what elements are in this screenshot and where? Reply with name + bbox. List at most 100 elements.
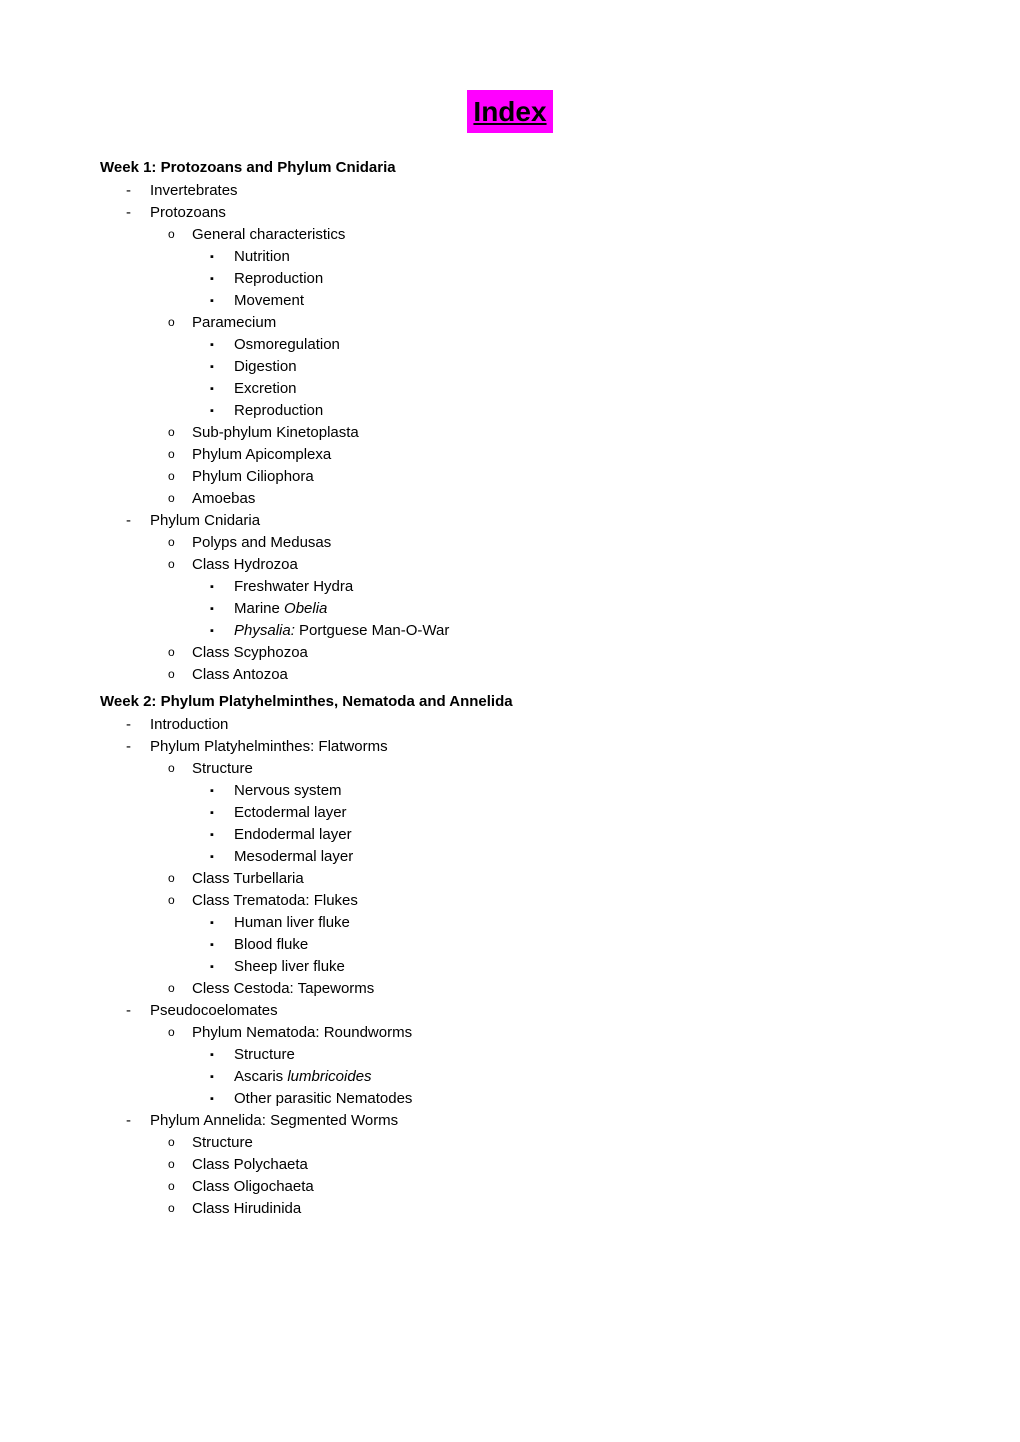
outline-list-level-3: Structure Ascaris lumbricoides Other paras…	[192, 1044, 920, 1109]
list-item: Movement	[234, 290, 920, 311]
list-item-text: Marine Obelia	[234, 600, 327, 617]
list-item: Phylum Cnidaria Polyps and Medusas Class H…	[150, 510, 920, 685]
outline-list-level-2: Structure Nervous system Ectodermal layer E…	[150, 758, 920, 999]
list-item: Class Turbellaria	[192, 868, 920, 889]
outline-list-level-3: Freshwater Hydra Marine Obelia Physalia: P…	[192, 576, 920, 641]
list-item: Sheep liver fluke	[234, 956, 920, 977]
list-item-text: Excretion	[234, 380, 297, 397]
list-item: Excretion	[234, 378, 920, 399]
list-item: Protozoans General characteristics Nutriti…	[150, 202, 920, 509]
list-item-text: Endodermal layer	[234, 826, 352, 843]
list-item-text: Class Turbellaria	[192, 870, 304, 887]
list-item-text: Mesodermal layer	[234, 848, 353, 865]
list-item: Mesodermal layer	[234, 846, 920, 867]
list-item: General characteristics Nutrition Reproduc…	[192, 224, 920, 311]
list-item-text: Protozoans	[150, 204, 226, 221]
list-item: Cless Cestoda: Tapeworms	[192, 978, 920, 999]
list-item-text: Class Hydrozoa	[192, 556, 298, 573]
list-item: Amoebas	[192, 488, 920, 509]
list-item-text: Phylum Apicomplexa	[192, 446, 331, 463]
list-item-text: Structure	[234, 1046, 295, 1063]
list-item-text: Invertebrates	[150, 182, 238, 199]
list-item-text: Sub-phylum Kinetoplasta	[192, 424, 359, 441]
list-item: Class Hydrozoa Freshwater Hydra Marine Obe…	[192, 554, 920, 641]
list-item: Reproduction	[234, 268, 920, 289]
week-heading: Week 2: Phylum Platyhelminthes, Nematoda…	[100, 691, 920, 712]
list-item-text: Pseudocoelomates	[150, 1002, 278, 1019]
outline-list-level-2: Phylum Nematoda: Roundworms Structure Asca…	[150, 1022, 920, 1109]
outline-list-level-1: Introduction Phylum Platyhelminthes: Flat…	[100, 714, 920, 1219]
week-heading: Week 1: Protozoans and Phylum Cnidaria	[100, 157, 920, 178]
list-item-text: Class Polychaeta	[192, 1156, 308, 1173]
list-item-text: Structure	[192, 1134, 253, 1151]
list-item-text: Class Scyphozoa	[192, 644, 308, 661]
list-item: Paramecium Osmoregulation Digestion Excreti…	[192, 312, 920, 421]
outline-list-level-3: Osmoregulation Digestion Excretion Reproduc…	[192, 334, 920, 421]
list-item: Nervous system	[234, 780, 920, 801]
list-item-text: Phylum Ciliophora	[192, 468, 314, 485]
list-item-text: Reproduction	[234, 270, 323, 287]
list-item-text: Class Antozoa	[192, 666, 288, 683]
list-item: Class Hirudinida	[192, 1198, 920, 1219]
list-item-text: Cless Cestoda: Tapeworms	[192, 980, 374, 997]
list-item-text: Reproduction	[234, 402, 323, 419]
list-item-text: General characteristics	[192, 226, 345, 243]
outline-list-level-2: Structure Class Polychaeta Class Oligochae…	[150, 1132, 920, 1219]
list-item: Class Oligochaeta	[192, 1176, 920, 1197]
list-item: Reproduction	[234, 400, 920, 421]
list-item: Class Polychaeta	[192, 1154, 920, 1175]
list-item: Other parasitic Nematodes	[234, 1088, 920, 1109]
list-item: Introduction	[150, 714, 920, 735]
list-item: Invertebrates	[150, 180, 920, 201]
list-item: Physalia: Portguese Man-O-War	[234, 620, 920, 641]
list-item-text: Phylum Annelida: Segmented Worms	[150, 1112, 398, 1129]
list-item-text: Movement	[234, 292, 304, 309]
list-item: Phylum Apicomplexa	[192, 444, 920, 465]
list-item-text: Physalia: Portguese Man-O-War	[234, 622, 449, 639]
list-item: Phylum Nematoda: Roundworms Structure Asca…	[192, 1022, 920, 1109]
list-item: Phylum Annelida: Segmented Worms Structur…	[150, 1110, 920, 1219]
list-item-text: Amoebas	[192, 490, 255, 507]
outline-list-level-3: Nutrition Reproduction Movement	[192, 246, 920, 311]
list-item-text: Introduction	[150, 716, 228, 733]
list-item: Phylum Ciliophora	[192, 466, 920, 487]
list-item: Pseudocoelomates Phylum Nematoda: Roundwo…	[150, 1000, 920, 1109]
list-item-text: Structure	[192, 760, 253, 777]
list-item-text: Sheep liver fluke	[234, 958, 345, 975]
list-item-text: Blood fluke	[234, 936, 308, 953]
outline-list-level-2: Polyps and Medusas Class Hydrozoa Freshwat…	[150, 532, 920, 685]
list-item-text: Digestion	[234, 358, 297, 375]
list-item: Structure	[234, 1044, 920, 1065]
list-item-text: Nervous system	[234, 782, 342, 799]
list-item-text: Ascaris lumbricoides	[234, 1068, 372, 1085]
list-item-text: Class Trematoda: Flukes	[192, 892, 358, 909]
list-item: Phylum Platyhelminthes: Flatworms Structu…	[150, 736, 920, 999]
list-item-text: Class Oligochaeta	[192, 1178, 314, 1195]
list-item: Human liver fluke	[234, 912, 920, 933]
list-item: Ectodermal layer	[234, 802, 920, 823]
list-item: Endodermal layer	[234, 824, 920, 845]
list-item-text: Freshwater Hydra	[234, 578, 353, 595]
list-item-text: Phylum Platyhelminthes: Flatworms	[150, 738, 388, 755]
list-item: Digestion	[234, 356, 920, 377]
list-item: Class Trematoda: Flukes Human liver fluke…	[192, 890, 920, 977]
outline-list-level-3: Human liver fluke Blood fluke Sheep liver …	[192, 912, 920, 977]
list-item-text: Phylum Cnidaria	[150, 512, 260, 529]
list-item-text: Other parasitic Nematodes	[234, 1090, 412, 1107]
list-item: Class Scyphozoa	[192, 642, 920, 663]
list-item: Polyps and Medusas	[192, 532, 920, 553]
list-item-text: Paramecium	[192, 314, 276, 331]
list-item: Nutrition	[234, 246, 920, 267]
list-item-text: Nutrition	[234, 248, 290, 265]
list-item: Osmoregulation	[234, 334, 920, 355]
list-item: Blood fluke	[234, 934, 920, 955]
outline-list-level-2: General characteristics Nutrition Reproduc…	[150, 224, 920, 509]
outline-list-level-3: Nervous system Ectodermal layer Endodermal…	[192, 780, 920, 867]
list-item-text: Polyps and Medusas	[192, 534, 331, 551]
list-item: Sub-phylum Kinetoplasta	[192, 422, 920, 443]
document-body: Week 1: Protozoans and Phylum Cnidaria In…	[100, 157, 920, 1219]
list-item: Structure Nervous system Ectodermal layer E…	[192, 758, 920, 867]
list-item-text: Phylum Nematoda: Roundworms	[192, 1024, 412, 1041]
list-item: Ascaris lumbricoides	[234, 1066, 920, 1087]
list-item-text: Osmoregulation	[234, 336, 340, 353]
